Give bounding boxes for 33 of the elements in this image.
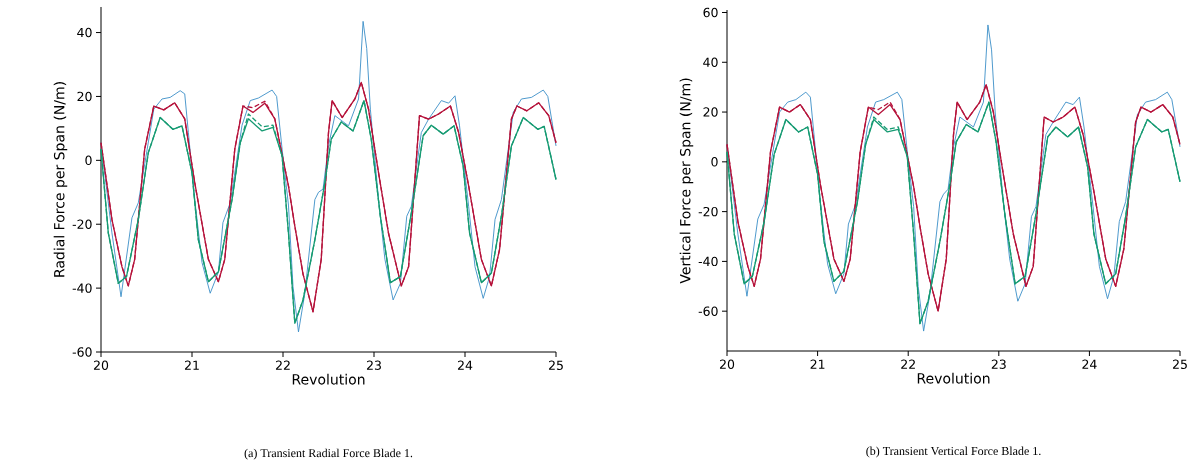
x-tick-label: 25: [548, 360, 563, 370]
x-axis-title: Revolution: [917, 372, 990, 384]
x-tick-label: 21: [810, 359, 825, 369]
x-tick-label: 22: [275, 360, 290, 370]
text: (b) Transient Vertical Force Blade 1.: [866, 446, 1041, 458]
y-tick-label: -20: [698, 206, 718, 217]
y-tick-label: 40: [77, 27, 92, 38]
y-tick-label: -20: [72, 219, 92, 229]
x-tick-label: 24: [1082, 359, 1097, 369]
x-tick-label: 20: [719, 359, 735, 369]
y-tick-label: 40: [703, 57, 718, 67]
x-tick-label: 21: [184, 360, 199, 370]
x-tick-label: 22: [901, 359, 915, 369]
y-tick-label: -60: [698, 306, 718, 316]
y-tick-label: 20: [77, 91, 92, 102]
y-axis-title: Radial Force per Span (N/m): [53, 82, 68, 277]
x-tick-label: 24: [457, 360, 473, 370]
y-tick-label: -40: [698, 256, 718, 267]
y-tick-label: 0: [711, 157, 718, 167]
x-axis-title: Revolution: [292, 373, 365, 385]
y-tick-label: 60: [703, 7, 718, 18]
x-tick-label: 25: [1172, 359, 1187, 369]
text: (a) Transient Radial Force Blade 1.: [244, 448, 413, 460]
y-axis-title: Vertical Force per Span (N/m): [679, 78, 694, 284]
line-series: [726, 24, 1181, 332]
y-tick-label: 20: [703, 107, 718, 117]
x-tick-label: 20: [93, 360, 109, 370]
y-tick-label: -60: [72, 347, 92, 357]
x-tick-label: 23: [366, 360, 381, 370]
line-series: [100, 20, 557, 333]
x-tick-label: 23: [991, 359, 1006, 369]
y-tick-label: -40: [72, 283, 92, 293]
y-tick-label: 0: [85, 155, 92, 166]
